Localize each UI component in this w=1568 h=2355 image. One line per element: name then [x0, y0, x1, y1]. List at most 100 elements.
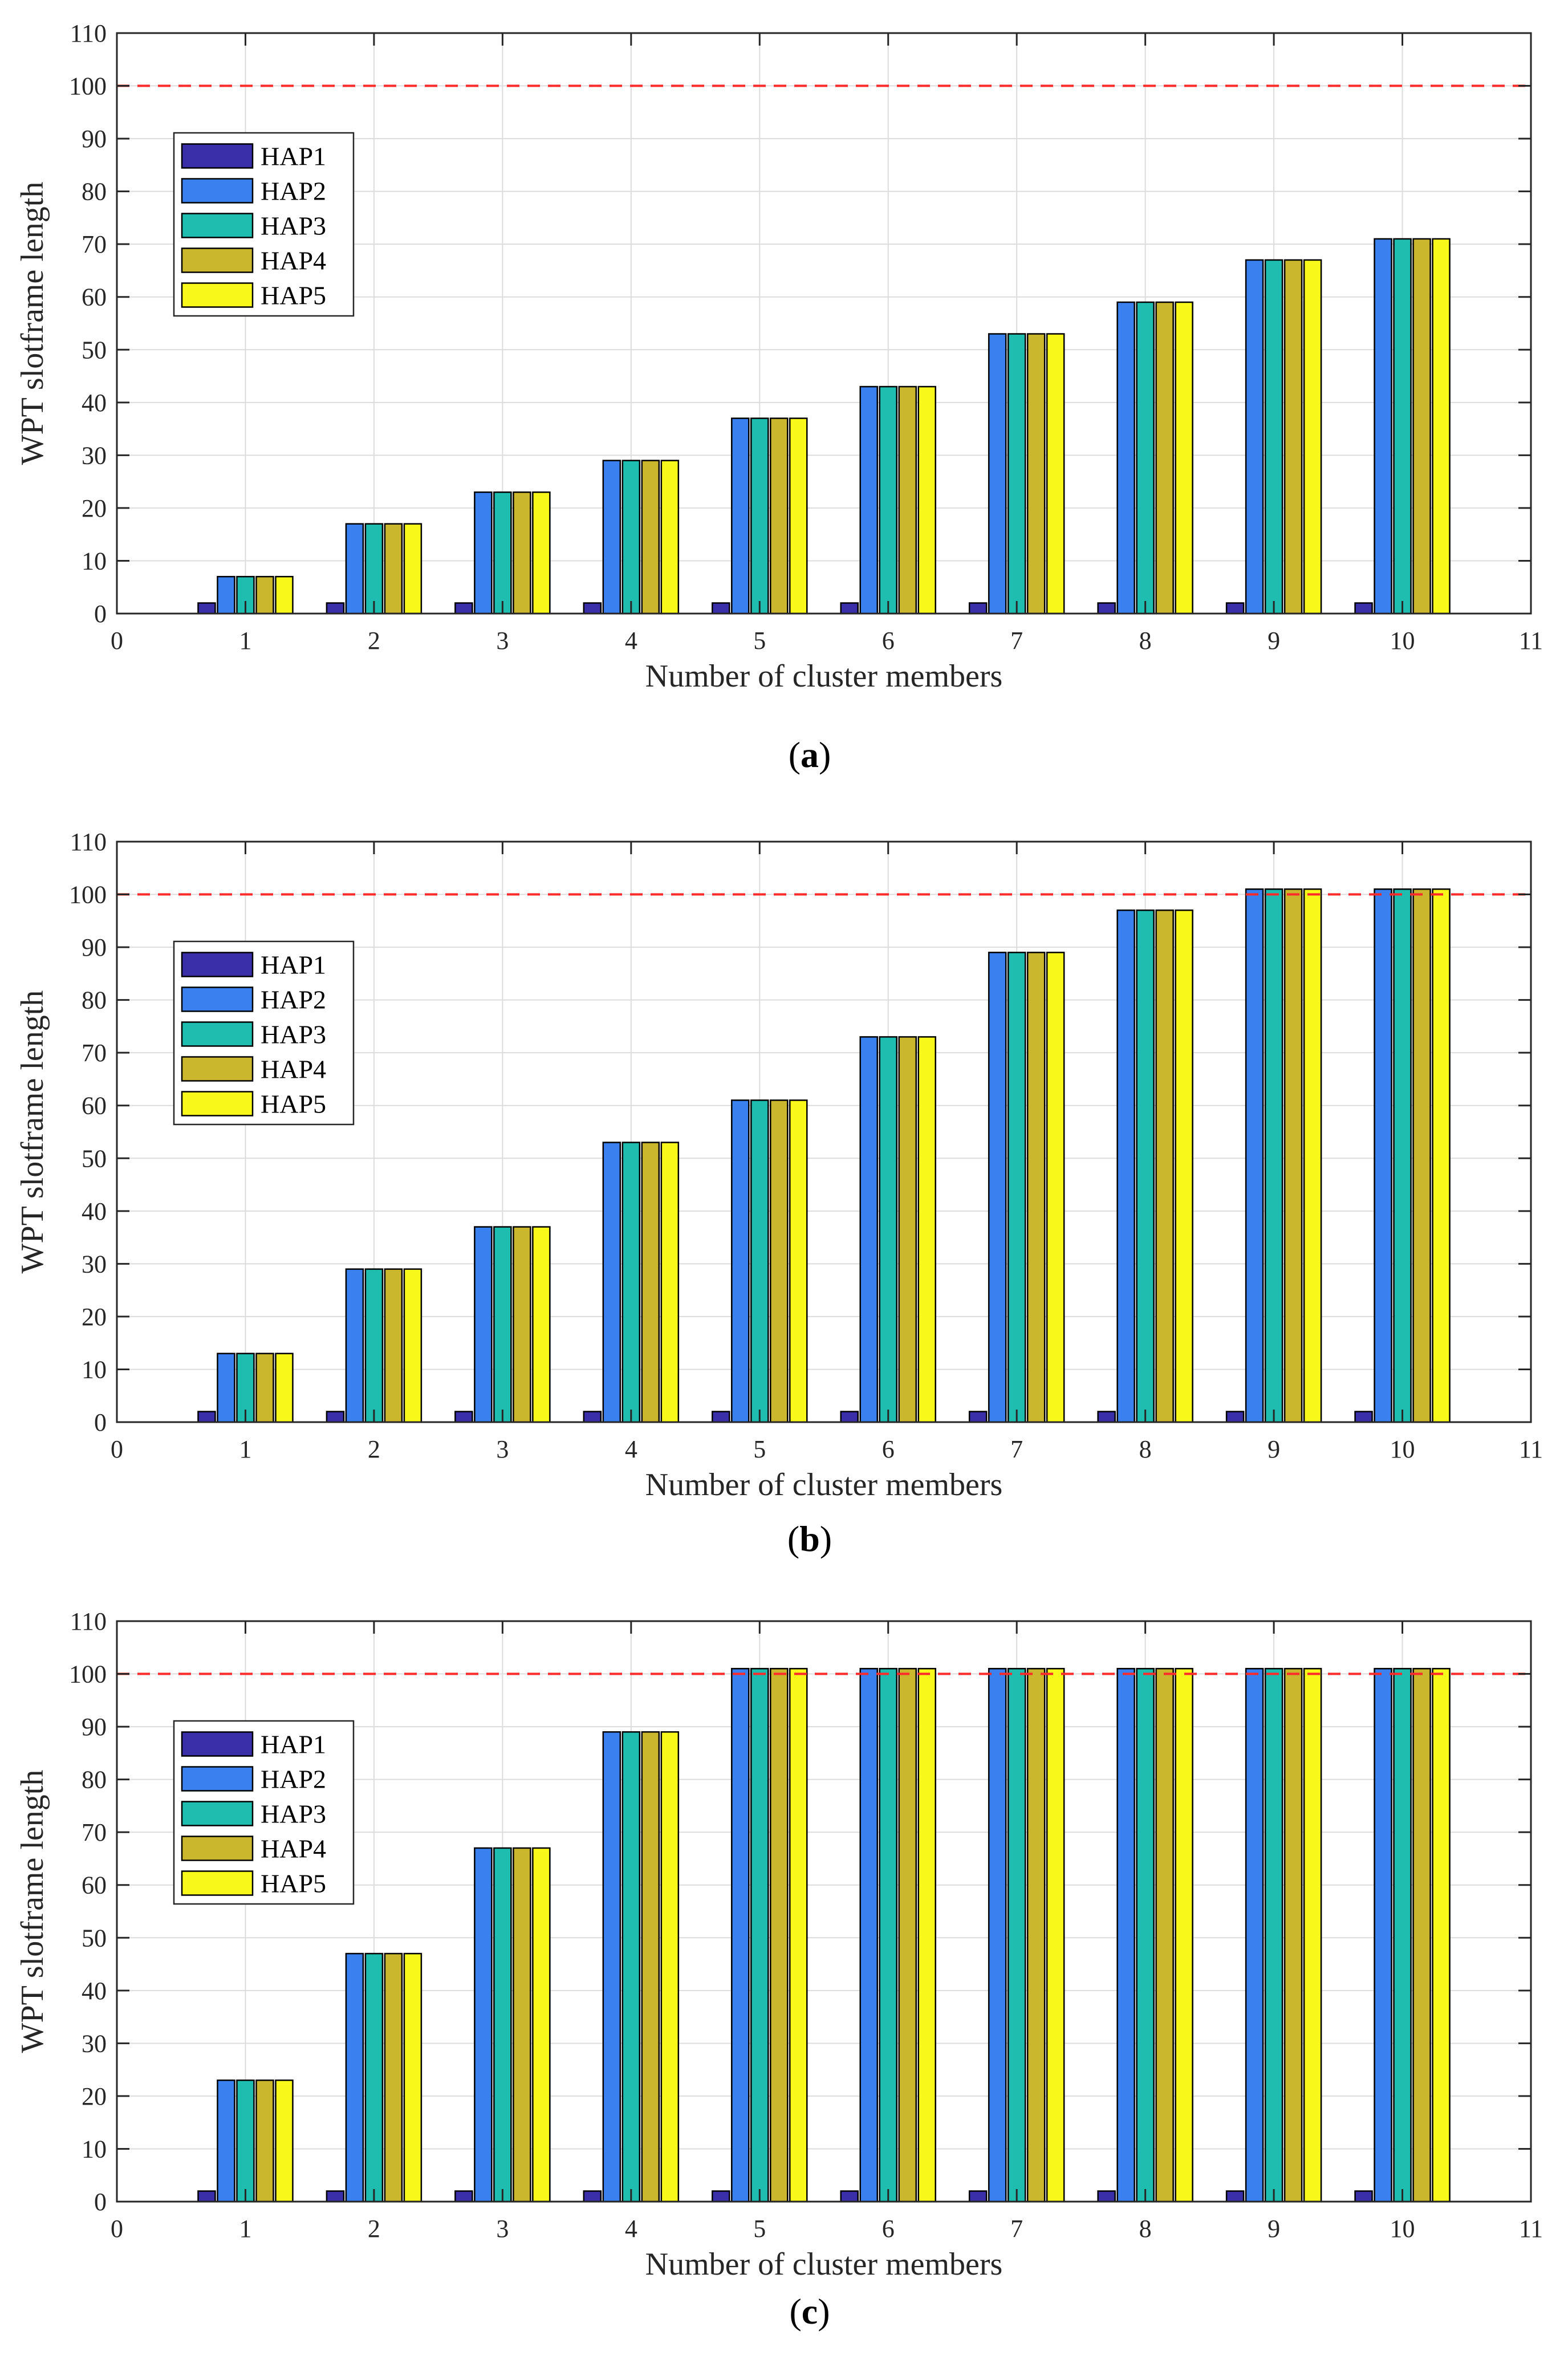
bar-hap3-n7 [1007, 1668, 1026, 2203]
legend-swatch-hap5 [181, 1091, 254, 1116]
bar-hap4-n3 [513, 491, 531, 615]
y-tick-label: 110 [70, 828, 107, 856]
bar-hap1-n7 [968, 602, 988, 615]
bar-hap3-n7 [1007, 333, 1026, 615]
bar-hap4-n7 [1026, 333, 1046, 615]
bar-hap5-n3 [532, 1226, 551, 1423]
x-tick-label: 10 [1390, 1435, 1415, 1463]
x-tick-label: 4 [625, 627, 637, 655]
bar-hap5-n1 [275, 2079, 294, 2203]
bar-hap2-n6 [859, 1668, 878, 2203]
y-tick-label: 50 [82, 336, 107, 364]
bar-hap5-n7 [1046, 1668, 1065, 2203]
legend-label-hap4: HAP4 [261, 246, 326, 275]
bar-hap3-n8 [1136, 1668, 1155, 2203]
y-tick-label: 110 [70, 19, 107, 47]
bar-hap2-n10 [1374, 238, 1392, 615]
bar-hap2-n4 [602, 1142, 621, 1423]
x-tick-label: 2 [368, 1435, 380, 1463]
bar-hap4-n7 [1026, 1668, 1046, 2203]
bar-hap2-n1 [217, 1353, 235, 1423]
x-tick-label: 11 [1519, 627, 1543, 655]
x-tick-label: 6 [882, 1435, 895, 1463]
bar-hap4-n1 [255, 575, 274, 615]
bar-hap5-n2 [403, 1952, 423, 2203]
bar-hap1-n5 [712, 1411, 730, 1423]
bar-hap4-n5 [770, 1668, 789, 2203]
bar-hap1-n8 [1097, 602, 1116, 615]
bar-hap2-n2 [345, 1268, 364, 1423]
bar-hap2-n10 [1374, 1668, 1392, 2203]
x-tick-label: 3 [496, 2215, 509, 2243]
y-tick-label: 90 [82, 125, 107, 153]
y-tick-label: 0 [94, 600, 107, 628]
bar-hap3-n4 [621, 1731, 641, 2203]
panel-caption: (a) [789, 734, 831, 775]
bar-hap3-n5 [750, 417, 769, 615]
x-tick-label: 5 [753, 627, 766, 655]
legend: HAP1 HAP2 HAP3 HAP4 HAP5 [173, 940, 355, 1126]
y-tick-label: 40 [82, 389, 107, 417]
legend: HAP1 HAP2 HAP3 HAP4 HAP5 [173, 132, 355, 317]
bar-hap5-n8 [1175, 301, 1193, 615]
bar-hap5-n6 [917, 1036, 936, 1423]
bar-hap4-n8 [1155, 301, 1174, 615]
bar-hap1-n1 [197, 1411, 216, 1423]
bar-hap3-n9 [1264, 1668, 1283, 2203]
legend-label-hap5: HAP5 [261, 1090, 326, 1119]
x-tick-label: 2 [368, 627, 380, 655]
bar-hap4-n10 [1412, 238, 1431, 615]
x-tick-label: 5 [753, 1435, 766, 1463]
bar-hap2-n4 [602, 460, 621, 615]
y-tick-label: 20 [82, 1303, 107, 1331]
bar-hap3-n10 [1393, 238, 1412, 615]
bar-hap3-n9 [1264, 259, 1283, 615]
bar-hap1-n4 [583, 602, 602, 615]
bar-hap1-n5 [712, 602, 730, 615]
x-tick-label: 5 [753, 2215, 766, 2243]
bar-hap4-n8 [1155, 909, 1174, 1423]
bar-hap5-n4 [660, 1142, 680, 1423]
bar-hap3-n6 [879, 385, 897, 615]
y-tick-label: 30 [82, 1250, 107, 1278]
bar-hap1-n9 [1225, 602, 1245, 615]
bar-hap2-n3 [474, 491, 493, 615]
x-tick-label: 8 [1139, 1435, 1152, 1463]
y-tick-label: 60 [82, 1092, 107, 1120]
x-tick-label: 10 [1390, 2215, 1415, 2243]
legend-swatch-hap2 [181, 178, 254, 204]
bar-hap3-n6 [879, 1668, 897, 2203]
bar-hap4-n4 [641, 1142, 660, 1423]
bar-hap4-n3 [513, 1847, 531, 2203]
bar-hap4-n5 [770, 1099, 789, 1423]
bar-hap2-n2 [345, 523, 364, 615]
y-tick-label: 70 [82, 230, 107, 258]
y-tick-label: 10 [82, 2135, 107, 2163]
bar-hap5-n4 [660, 1731, 680, 2203]
y-tick-label: 0 [94, 2188, 107, 2216]
y-axis-title: WPT slotframe length [15, 1770, 50, 2053]
bar-hap2-n6 [859, 1036, 878, 1423]
bar-hap1-n3 [454, 602, 473, 615]
x-axis-title: Number of cluster members [645, 659, 1003, 694]
legend-label-hap5: HAP5 [261, 1869, 326, 1898]
panel-caption: (b) [787, 1518, 832, 1559]
y-tick-label: 100 [69, 72, 107, 100]
bar-hap5-n3 [532, 491, 551, 615]
bar-hap4-n4 [641, 1731, 660, 2203]
bar-hap4-n6 [898, 1036, 917, 1423]
legend-label-hap1: HAP1 [261, 142, 326, 171]
bar-hap5-n5 [789, 1099, 808, 1423]
legend-swatch-hap3 [181, 1021, 254, 1047]
bar-hap4-n10 [1412, 888, 1431, 1423]
y-tick-label: 40 [82, 1977, 107, 2005]
bar-hap1-n10 [1354, 2190, 1373, 2203]
x-tick-label: 7 [1010, 2215, 1023, 2243]
panel-caption: (c) [789, 2291, 830, 2332]
x-tick-label: 6 [882, 2215, 895, 2243]
x-tick-label: 1 [239, 2215, 251, 2243]
bar-hap3-n2 [364, 1952, 384, 2203]
y-axis-title: WPT slotframe length [15, 182, 50, 465]
bar-hap5-n10 [1432, 1668, 1451, 2203]
legend-label-hap2: HAP2 [261, 985, 326, 1014]
